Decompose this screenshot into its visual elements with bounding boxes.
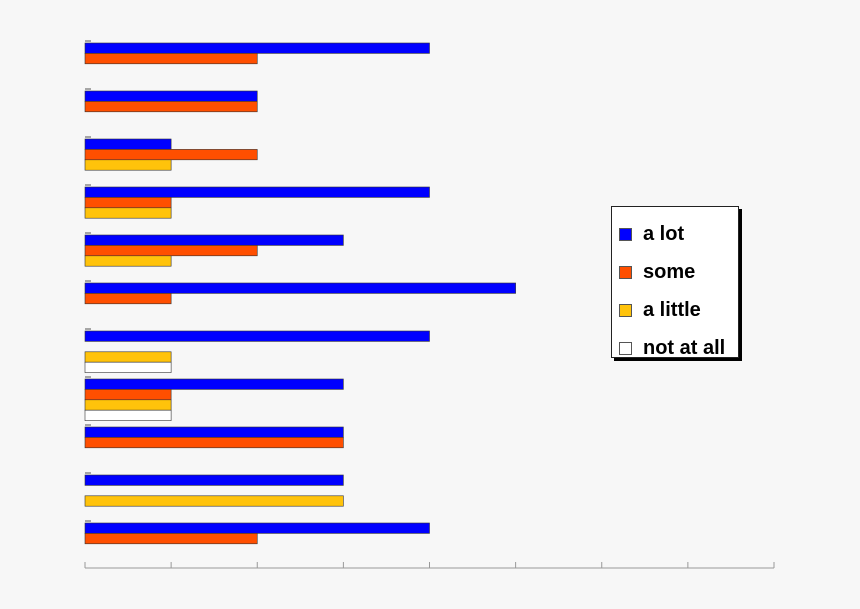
legend-item-a-little: a little xyxy=(612,291,738,329)
bar-a-lot-9 xyxy=(84,426,344,438)
bar-not-at-all-8 xyxy=(84,409,172,421)
bar-a-lot-8 xyxy=(84,378,344,390)
bar-some-2 xyxy=(84,101,258,113)
bars-layer xyxy=(84,40,516,545)
bar-a-little-5 xyxy=(84,255,172,267)
bar-a-little-4 xyxy=(84,207,172,219)
bar-a-lot-1 xyxy=(84,42,430,54)
bar-a-little-7 xyxy=(84,351,172,363)
bar-a-little-10 xyxy=(84,495,344,507)
bar-some-5 xyxy=(84,245,258,257)
bar-a-lot-10 xyxy=(84,474,344,486)
legend-item-not-at-all: not at all xyxy=(612,329,738,367)
legend-label-a-lot: a lot xyxy=(643,222,685,245)
legend-label-a-little: a little xyxy=(643,298,701,321)
legend-label-not-at-all: not at all xyxy=(643,336,726,359)
bar-a-lot-3 xyxy=(84,138,172,150)
legend-item-a-lot: a lot xyxy=(612,215,738,253)
legend-item-some: some xyxy=(612,253,738,291)
bar-some-3 xyxy=(84,149,258,161)
bar-some-6 xyxy=(84,293,172,305)
bar-not-at-all-7 xyxy=(84,361,172,373)
bar-a-little-8 xyxy=(84,399,172,411)
x-axis xyxy=(84,562,775,569)
legend-swatch-a-lot xyxy=(619,227,632,241)
bar-some-8 xyxy=(84,389,172,401)
bar-a-lot-2 xyxy=(84,90,258,102)
legend-swatch-some xyxy=(619,265,632,279)
legend-label-some: some xyxy=(643,260,696,283)
bar-some-4 xyxy=(84,197,172,209)
bar-some-11 xyxy=(84,533,258,545)
bar-a-little-3 xyxy=(84,159,172,171)
bar-a-lot-7 xyxy=(84,330,430,342)
bar-a-lot-4 xyxy=(84,186,430,198)
bar-a-lot-5 xyxy=(84,234,344,246)
bar-a-lot-6 xyxy=(84,282,516,294)
legend-swatch-not-at-all xyxy=(619,341,632,355)
legend: a lot some a little not at all xyxy=(611,206,739,359)
legend-swatch-a-little xyxy=(619,303,632,317)
bar-a-lot-11 xyxy=(84,522,430,534)
bar-some-9 xyxy=(84,437,344,449)
bar-some-1 xyxy=(84,53,258,65)
